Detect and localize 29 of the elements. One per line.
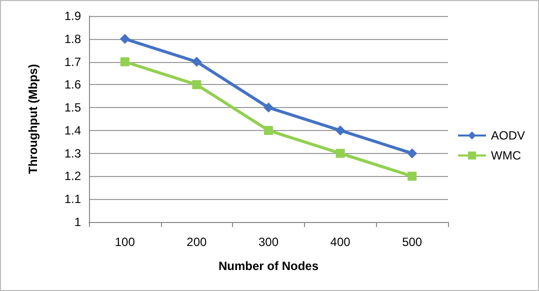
y-tick-label: 1.7 [64,54,82,69]
x-tick-label: 300 [258,235,279,249]
y-tick-label: 1.1 [64,192,82,206]
y-tick-label: 1 [74,215,82,229]
y-tick-label: 1.3 [64,146,82,160]
x-tick-label: 500 [402,235,422,249]
point [408,172,417,181]
y-tick-label: 1.6 [64,78,82,92]
y-tick-label: 1.9 [64,9,82,23]
point [120,57,130,66]
point [192,56,202,67]
x-axis-title: Number of Nodes [218,259,319,273]
point [192,80,202,90]
legend-label: WMC [490,148,522,162]
point [407,148,418,158]
y-axis-title: Throughput (Mbps) [26,64,40,174]
point [264,126,273,135]
point [264,102,274,113]
y-tick-label: 1.2 [64,169,82,184]
x-tick-label: 100 [114,235,136,249]
point [335,125,346,136]
x-tick-label: 200 [186,235,208,249]
y-tick-label: 1.4 [64,123,82,138]
y-tick-label: 1.5 [64,100,82,115]
x-tick-label: 400 [330,235,351,249]
y-tick-label: 1.8 [64,32,82,46]
legend-label: AODV [490,128,526,142]
point [120,34,130,44]
point [336,148,345,158]
